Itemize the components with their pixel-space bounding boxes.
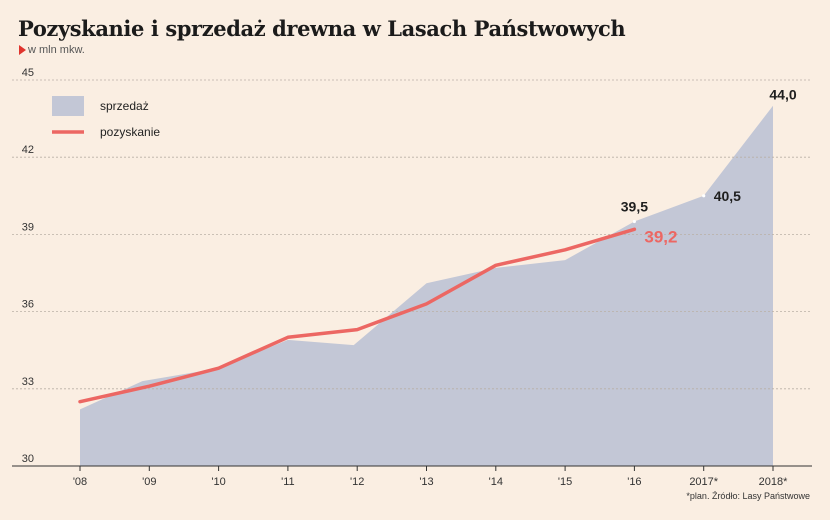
x-tick-label: 2017* (689, 476, 718, 488)
source-note: *plan. Źródło: Lasy Państwowe (686, 491, 810, 501)
data-label: 39,2 (644, 227, 677, 246)
y-tick-label: 42 (22, 144, 34, 156)
y-tick-label: 33 (22, 376, 34, 388)
x-tick-label: '08 (73, 476, 87, 488)
data-point-marker (702, 194, 706, 198)
x-tick-label: '10 (211, 476, 225, 488)
series-pozyskanie-line (78, 227, 637, 404)
x-tick-label: '16 (627, 476, 641, 488)
y-tick-label: 45 (22, 67, 34, 79)
x-tick-label: '15 (558, 476, 572, 488)
chart-subtitle: w mln mkw. (28, 44, 85, 56)
legend-swatch-sprzedaz (52, 96, 84, 116)
x-tick-label: '09 (142, 476, 156, 488)
x-tick-label: 2018* (759, 476, 788, 488)
x-tick-label: '12 (350, 476, 364, 488)
data-label: 40,5 (714, 188, 741, 204)
data-point-marker (632, 219, 637, 224)
chart-title: Pozyskanie i sprzedaż drewna w Lasach Pa… (18, 16, 626, 41)
legend-label-sprzedaz: sprzedaż (100, 99, 149, 113)
subtitle-row: w mln mkw. (19, 44, 85, 56)
y-tick-label: 39 (22, 221, 34, 233)
series-sprzedaz-area (80, 105, 773, 466)
data-label: 39,5 (621, 199, 648, 215)
red-triangle-icon (19, 45, 26, 55)
y-tick-label: 30 (22, 453, 34, 465)
y-tick-label: 36 (22, 299, 34, 311)
x-tick-label: '14 (489, 476, 503, 488)
data-label: 44,0 (769, 87, 796, 103)
x-tick-label: '11 (281, 476, 295, 488)
x-tick-label: '13 (419, 476, 433, 488)
legend-label-pozyskanie: pozyskanie (100, 125, 160, 139)
